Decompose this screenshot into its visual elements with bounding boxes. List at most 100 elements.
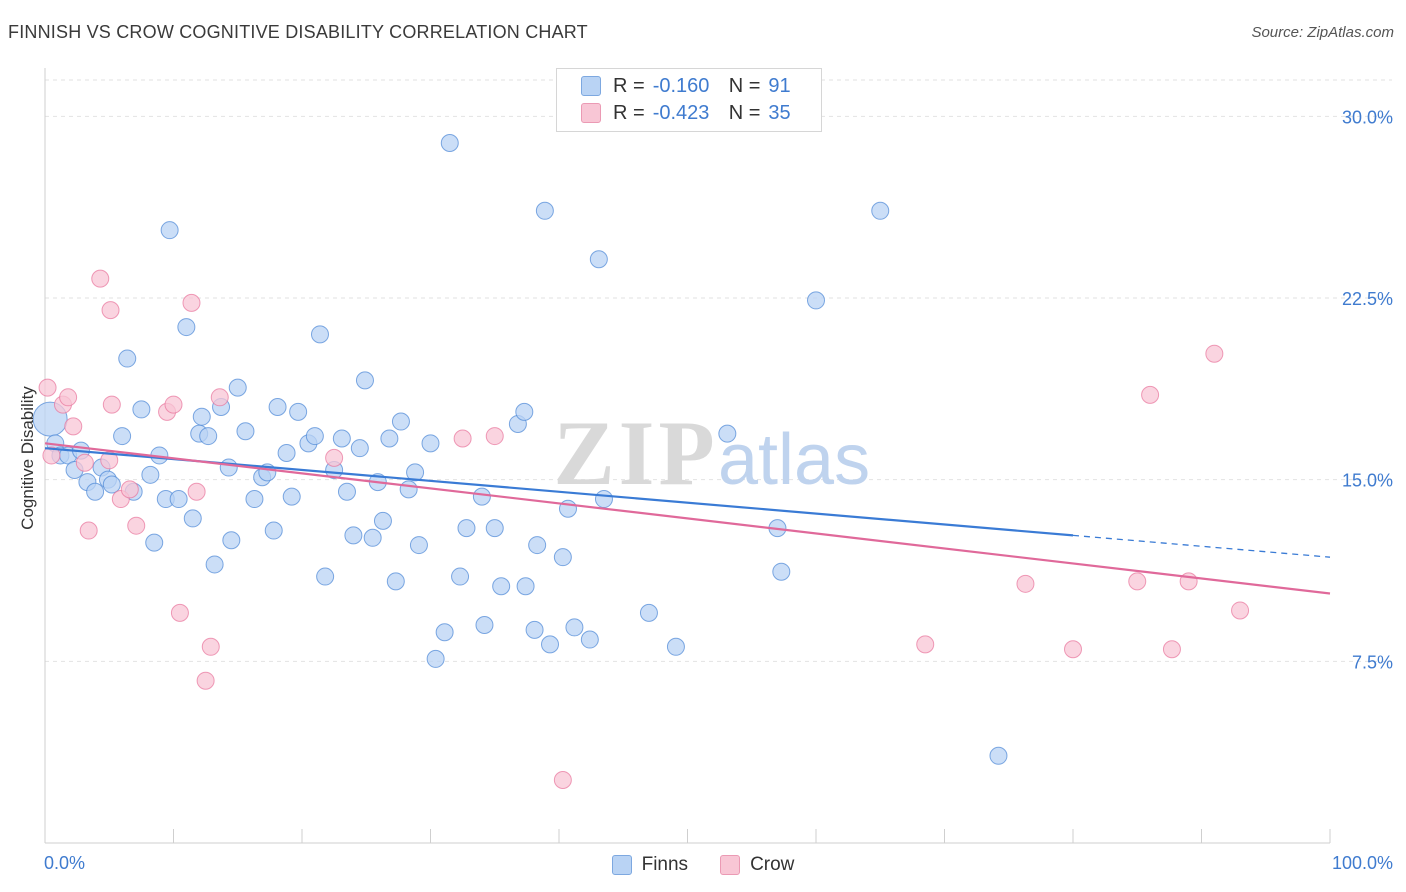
finns-point: [515, 402, 534, 421]
legend-row-finns: R = -0.160 N = 91: [581, 73, 791, 99]
crow-point: [1231, 601, 1250, 620]
n-label: N =: [728, 74, 761, 97]
crow-point: [187, 482, 206, 501]
watermark: ZIP atlas: [553, 402, 870, 504]
finns-point: [264, 521, 283, 540]
finns-point: [310, 325, 329, 344]
x-tick-label: 0.0%: [44, 853, 85, 873]
crow-point: [196, 671, 215, 690]
crow-point: [79, 521, 98, 540]
crow-point: [1064, 640, 1082, 659]
finns-point: [435, 623, 454, 642]
finns-point: [222, 531, 241, 550]
finns-point: [451, 567, 470, 586]
finns-point: [772, 562, 791, 581]
finns-point: [472, 487, 491, 506]
crow-point: [1162, 640, 1181, 659]
crow-n-value: 35: [768, 101, 791, 124]
finns-point: [666, 637, 685, 656]
finns-point: [337, 482, 356, 501]
crow-point: [1016, 574, 1035, 593]
crow-point: [59, 388, 78, 407]
finns-point: [289, 402, 308, 421]
finns-point: [380, 429, 399, 448]
finns-point: [409, 536, 428, 555]
source-label: Source: ZipAtlas.com: [1251, 24, 1394, 41]
crow-point: [127, 516, 146, 535]
finns-point: [192, 407, 211, 426]
crow-point: [101, 301, 120, 320]
finns-point: [580, 630, 599, 649]
finns-point: [475, 616, 494, 634]
crow-point: [75, 453, 94, 472]
crow-legend-label: Crow: [750, 854, 795, 875]
crow-point: [170, 603, 189, 622]
crow-trend-line: [44, 442, 1331, 595]
finns-point: [277, 444, 296, 463]
finns-point: [406, 463, 425, 482]
finns-n-value: 91: [768, 74, 791, 97]
finns-point: [160, 221, 179, 240]
series-legend: Finns Crow: [0, 851, 1406, 879]
finns-point: [553, 548, 572, 567]
finns-point: [440, 133, 459, 152]
finns-point: [535, 201, 554, 220]
crow-point: [210, 388, 229, 407]
crow-point: [201, 637, 220, 656]
finns-point: [421, 434, 440, 453]
finns-point: [350, 439, 369, 458]
series-crow: [38, 269, 1250, 790]
crow-point: [1128, 572, 1147, 591]
finns-point: [594, 490, 613, 509]
finns-point: [228, 378, 247, 397]
crow-point: [91, 269, 110, 288]
finns-point: [245, 490, 264, 509]
finns-point: [141, 465, 160, 484]
finns-point: [118, 349, 137, 368]
finns-point: [282, 487, 301, 506]
crow-point: [64, 417, 83, 436]
finns-point: [332, 429, 351, 448]
crow-legend-swatch: [720, 855, 741, 875]
finns-point: [177, 318, 196, 337]
crow-point: [38, 378, 57, 397]
finns-point: [305, 427, 324, 446]
finns-point: [363, 528, 382, 547]
finns-point: [391, 412, 410, 431]
crow-point: [182, 293, 201, 312]
finns-point: [145, 533, 164, 552]
finns-point: [457, 519, 476, 538]
finns-point: [355, 371, 374, 390]
finns-point: [528, 536, 547, 555]
legend-item-crow: Crow: [720, 854, 794, 876]
finns-point: [565, 618, 584, 637]
crow-point: [42, 446, 61, 465]
watermark-zip: ZIP: [553, 402, 718, 504]
finns-trend-extension: [1072, 534, 1331, 558]
finns-point: [199, 427, 218, 446]
finns-point: [113, 427, 132, 446]
finns-point: [268, 398, 287, 416]
finns-point: [516, 577, 535, 596]
x-tick-label: 100.0%: [1332, 853, 1393, 873]
legend-item-finns: Finns: [611, 854, 689, 876]
watermark-atlas: atlas: [718, 420, 870, 500]
crow-point: [453, 429, 472, 448]
y-axis-label: Cognitive Disability: [18, 386, 37, 530]
finns-point: [86, 482, 105, 501]
finns-legend-label: Finns: [641, 854, 689, 875]
crow-point: [120, 480, 139, 499]
finns-legend-swatch: [611, 855, 632, 875]
r-label: R =: [613, 74, 645, 97]
crow-r-value: -0.423: [652, 101, 710, 124]
tick-labels: 7.5% 15.0% 22.5% 30.0% 0.0% 100.0%: [44, 107, 1393, 873]
y-tick-label: 22.5%: [1342, 289, 1393, 309]
finns-point: [589, 250, 608, 269]
finns-point: [169, 490, 188, 509]
crow-point: [916, 635, 935, 654]
r-label: R =: [613, 101, 645, 124]
finns-point: [102, 475, 121, 494]
finns-point: [807, 291, 825, 310]
trend-lines: [44, 442, 1331, 595]
y-tick-label: 30.0%: [1342, 107, 1393, 127]
